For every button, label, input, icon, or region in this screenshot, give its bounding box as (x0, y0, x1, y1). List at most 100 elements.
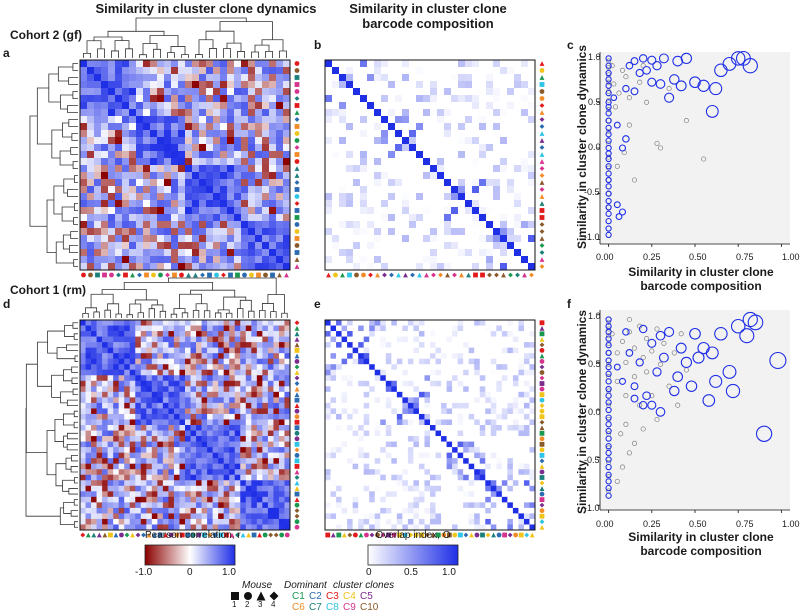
heat-cell (234, 386, 241, 393)
heat-cell (102, 369, 108, 376)
heat-cell (185, 221, 193, 229)
heat-cell (113, 402, 119, 409)
heat-cell (424, 320, 431, 326)
heat-cell (423, 235, 431, 243)
heat-cell (416, 158, 424, 166)
heat-cell (229, 463, 236, 470)
heat-cell (171, 235, 179, 243)
heat-cell (367, 81, 375, 89)
heat-cell (171, 123, 179, 131)
heat-cell (423, 102, 431, 110)
heat-cell (380, 436, 387, 442)
heat-cell (336, 513, 342, 520)
heat-cell (341, 463, 348, 470)
heat-cell (223, 336, 230, 343)
heat-cell (234, 402, 241, 409)
heat-cell (500, 158, 508, 166)
heat-cell (140, 380, 147, 387)
heat-cell (363, 358, 370, 365)
heat-cell (486, 165, 494, 173)
heat-cell (227, 88, 235, 96)
heat-cell (87, 228, 95, 236)
heat-cell (380, 469, 387, 476)
heat-cell (360, 102, 368, 110)
heat-cell (490, 413, 497, 420)
heat-cell (341, 524, 348, 531)
heat-cell (446, 513, 453, 520)
heat-cell (124, 430, 131, 437)
heat-cell (353, 263, 361, 271)
heat-cell (402, 447, 409, 453)
heat-cell (391, 463, 398, 470)
heat-cell (346, 172, 354, 180)
heat-cell (336, 474, 342, 481)
heat-cell (325, 397, 331, 404)
heat-cell (369, 380, 376, 387)
heat-cell (474, 425, 481, 431)
heat-cell (409, 242, 417, 250)
heat-cell (446, 480, 453, 487)
row-marker (294, 359, 300, 364)
heat-cell (284, 397, 291, 404)
heat-cell (468, 391, 475, 398)
dendrogram-link (223, 296, 247, 310)
heat-cell (458, 249, 466, 257)
heat-cell (201, 480, 208, 487)
heat-cell (486, 256, 494, 264)
heat-cell (512, 353, 519, 359)
heat-cell (207, 491, 213, 498)
heat-cell (388, 249, 396, 257)
heat-cell (251, 331, 258, 337)
heat-cell (325, 336, 331, 343)
heat-cell (521, 193, 529, 201)
heat-cell (150, 95, 158, 103)
heat-cell (129, 235, 137, 243)
heat-cell (192, 88, 200, 96)
heat-cell (129, 397, 136, 404)
heat-cell (496, 507, 503, 514)
column-marker (354, 272, 359, 278)
heat-cell (479, 336, 486, 343)
heat-cell (256, 502, 263, 509)
heat-cell (140, 452, 147, 459)
heat-cell (201, 441, 208, 448)
heat-cell (245, 425, 252, 431)
heat-cell (240, 391, 247, 398)
heat-cell (80, 200, 88, 208)
heat-cell (402, 123, 410, 131)
row-marker (294, 82, 300, 87)
heat-cell (241, 116, 249, 124)
heat-cell (190, 463, 197, 470)
heat-cell (135, 496, 142, 503)
heat-cell (278, 397, 285, 404)
heat-cell (416, 249, 424, 257)
heat-cell (418, 364, 425, 371)
heat-cell (199, 109, 207, 117)
heat-cell (514, 109, 522, 117)
heat-cell (135, 358, 142, 365)
heat-cell (256, 375, 263, 382)
heat-cell (407, 430, 414, 437)
heat-cell (430, 242, 438, 250)
heat-cell (241, 81, 249, 89)
heat-cell (402, 353, 409, 359)
heat-cell (363, 347, 370, 354)
heat-cell (173, 325, 180, 332)
heat-cell (129, 436, 136, 442)
heat-cell (241, 186, 249, 194)
heat-cell (486, 158, 494, 166)
heat-cell (369, 441, 376, 448)
heat-cell (157, 158, 165, 166)
heat-cell (196, 336, 202, 343)
heat-cell (385, 524, 392, 531)
heat-cell (276, 102, 284, 110)
heat-cell (87, 67, 95, 75)
heat-cell (115, 228, 123, 236)
heat-cell (284, 320, 291, 326)
heat-cell (521, 158, 529, 166)
heat-cell (385, 496, 392, 503)
heat-cell (468, 452, 475, 459)
heat-cell (196, 491, 202, 498)
heat-cell (423, 158, 431, 166)
heat-cell (229, 458, 236, 464)
